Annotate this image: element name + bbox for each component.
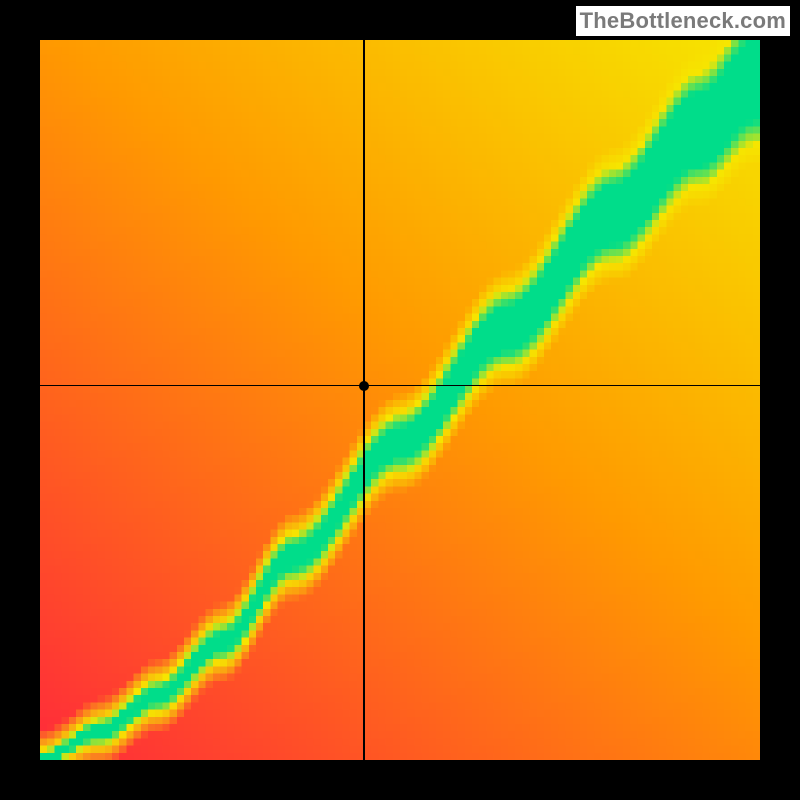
plot-area (40, 40, 760, 760)
attribution-label: TheBottleneck.com (576, 6, 790, 36)
heatmap-canvas (40, 40, 760, 760)
outer-frame: TheBottleneck.com (0, 0, 800, 800)
